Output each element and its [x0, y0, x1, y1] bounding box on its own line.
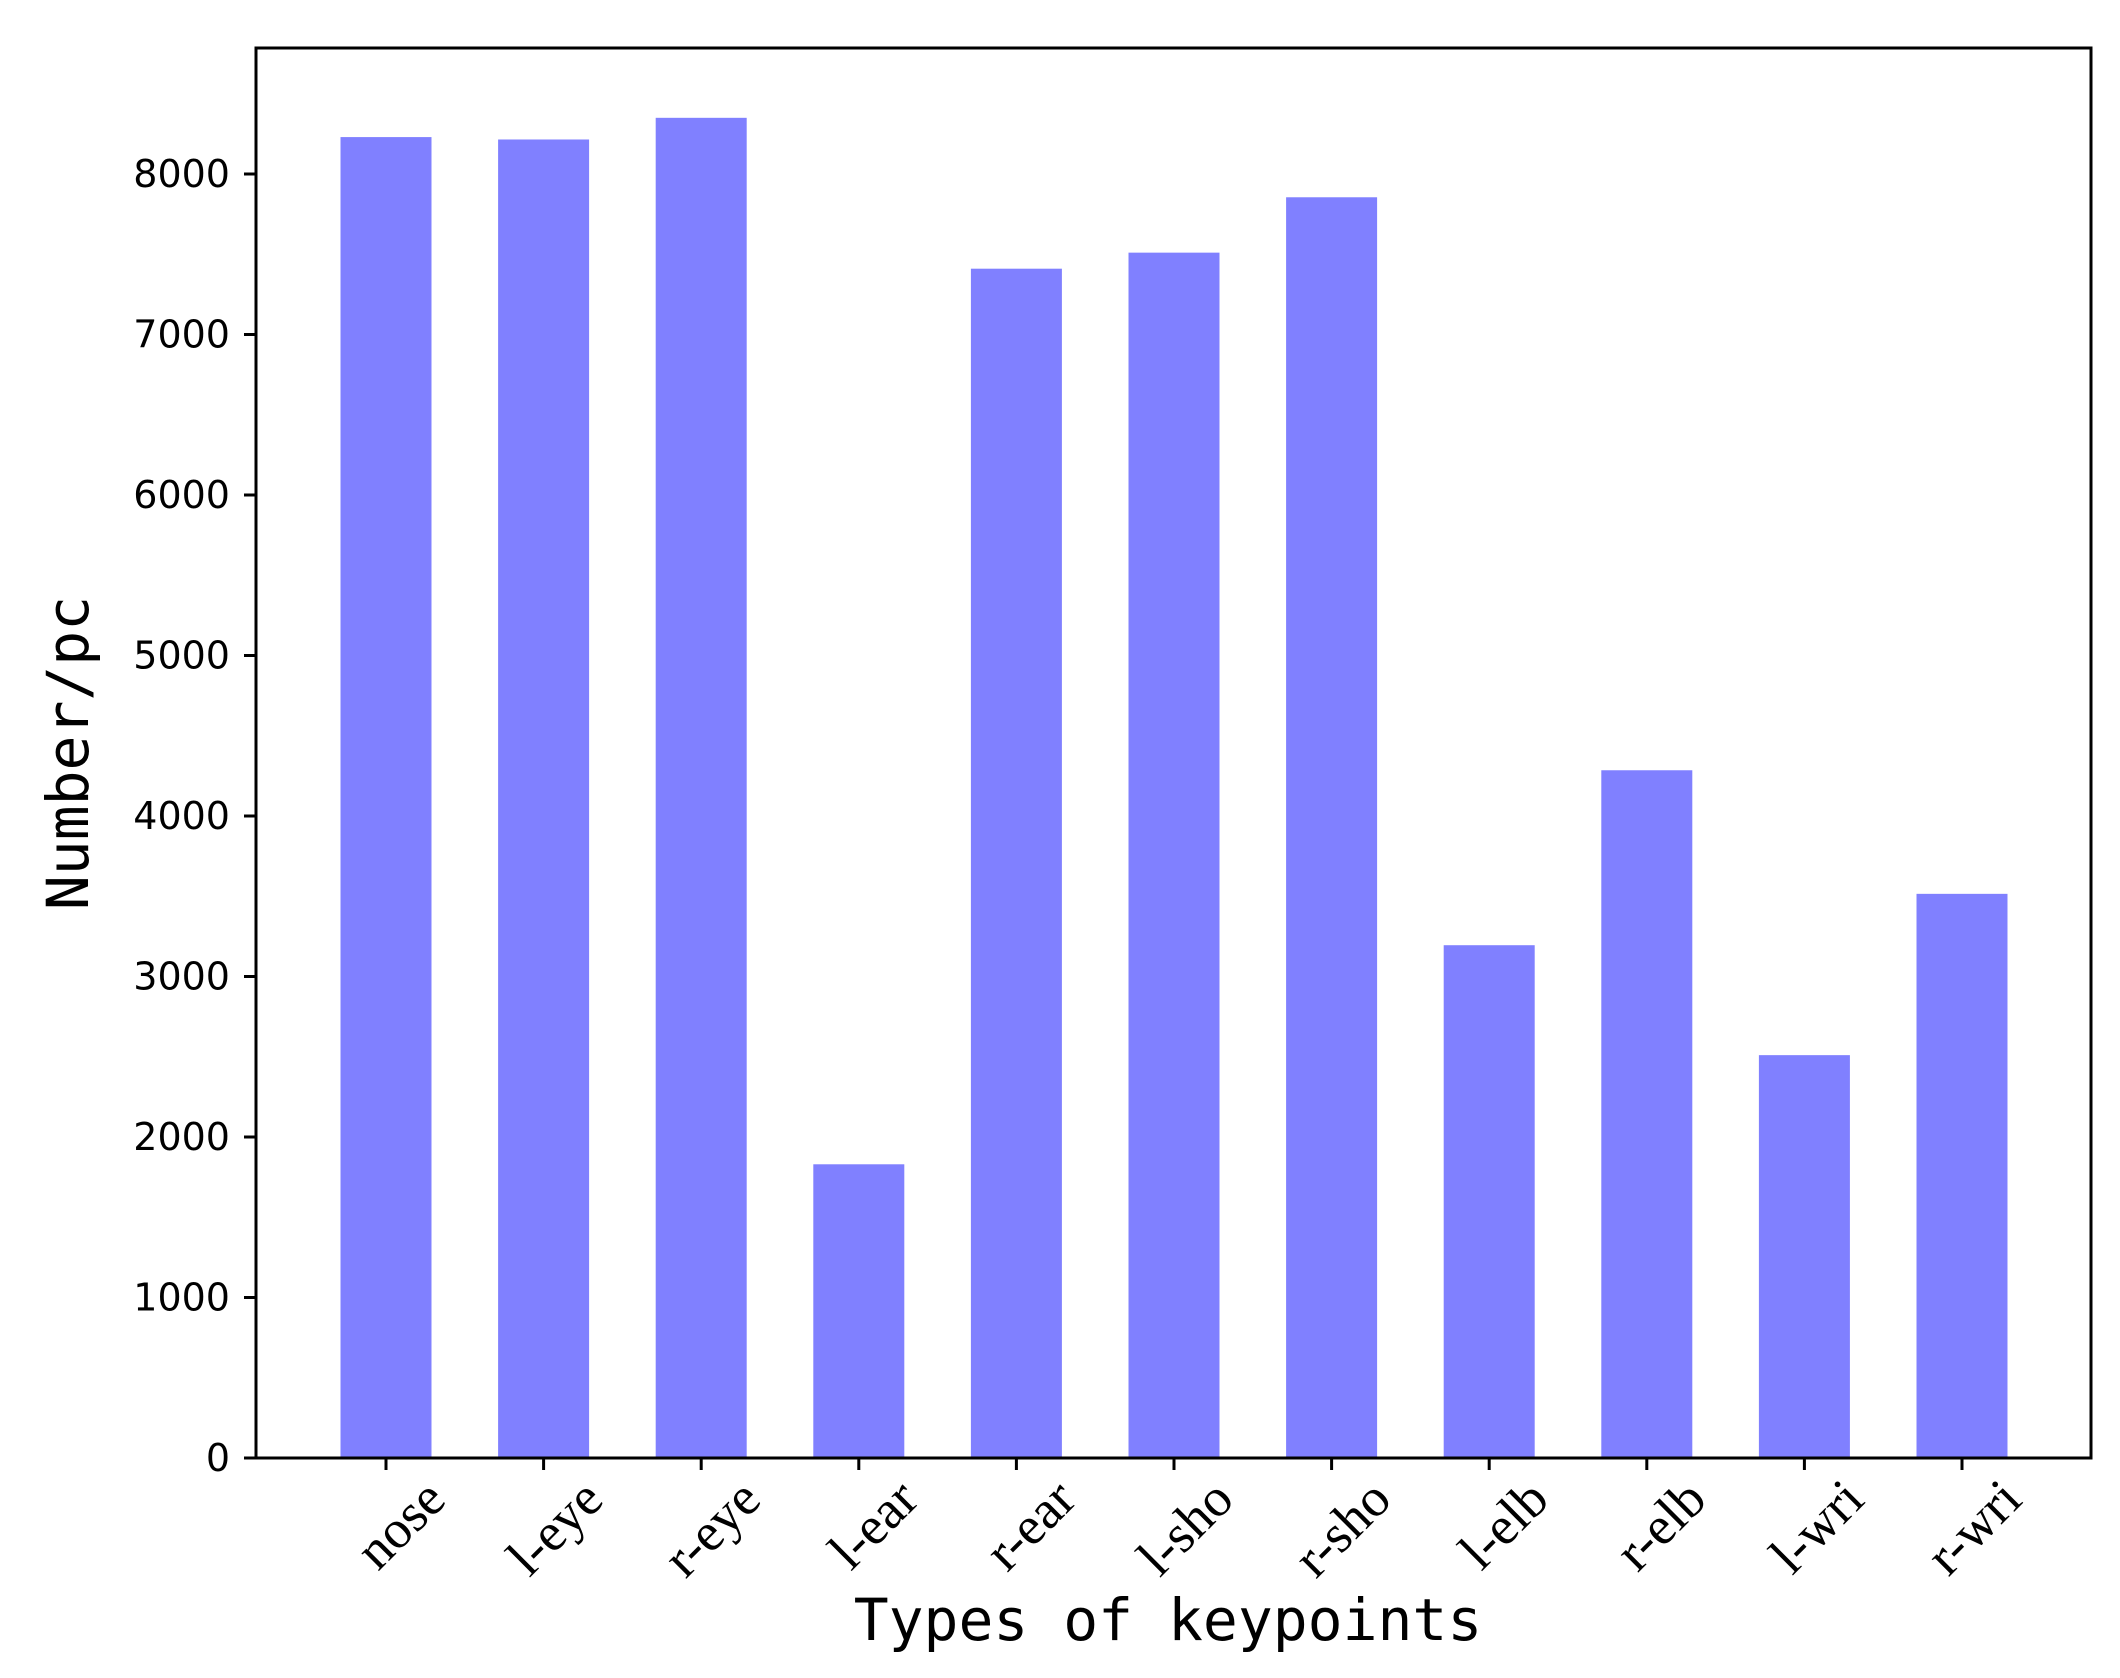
bar-r-wri — [1916, 893, 2008, 1458]
y-tick-label: 7000 — [133, 313, 230, 357]
y-tick-label: 6000 — [133, 473, 230, 517]
y-tick-label: 8000 — [133, 152, 230, 196]
x-tick-label-r-wri: r-wri — [1914, 1468, 2032, 1586]
bar-r-sho — [1286, 197, 1378, 1459]
bar-l-eye — [498, 139, 590, 1459]
bar-l-ear — [813, 1164, 905, 1458]
bar-r-eye — [655, 117, 747, 1459]
y-axis-title: Number/pc — [34, 596, 102, 910]
y-tick-label: 4000 — [133, 794, 230, 838]
bar-l-wri — [1758, 1055, 1850, 1458]
x-tick-label-l-wri: l-wri — [1758, 1468, 1875, 1585]
x-tick-label-r-eye: r-eye — [652, 1468, 772, 1588]
x-tick-label-r-ear: r-ear — [973, 1468, 1087, 1582]
bar-r-ear — [970, 268, 1062, 1458]
x-tick-label-l-eye: l-eye — [495, 1468, 614, 1587]
y-tick-label: 2000 — [133, 1115, 230, 1159]
bar-l-elb — [1443, 945, 1535, 1458]
y-tick-label: 1000 — [133, 1276, 230, 1320]
y-tick-label: 5000 — [133, 634, 230, 678]
x-tick-label-r-elb: r-elb — [1604, 1468, 1718, 1582]
bars-group — [340, 117, 2008, 1459]
y-tick-label: 0 — [206, 1436, 230, 1480]
x-tick-label-nose: nose — [344, 1468, 456, 1580]
x-tick-label-l-elb: l-elb — [1447, 1468, 1559, 1580]
x-tick-label-r-sho: r-sho — [1282, 1468, 1402, 1588]
bar-l-sho — [1128, 252, 1220, 1458]
x-axis-title: Types of keypoints — [854, 1586, 1483, 1654]
y-tick-label: 3000 — [133, 955, 230, 999]
x-axis-ticks: nose l-eye r-eye l-ear r-ear l-sho r-sho l-elb r… — [344, 1458, 2032, 1588]
x-tick-label-l-sho: l-sho — [1126, 1468, 1245, 1587]
bar-r-elb — [1601, 770, 1693, 1458]
bar-nose — [340, 137, 432, 1459]
x-tick-label-l-ear: l-ear — [817, 1468, 929, 1580]
y-axis-ticks: 0 1000 2000 3000 4000 5000 6000 7000 8000 — [133, 152, 256, 1480]
